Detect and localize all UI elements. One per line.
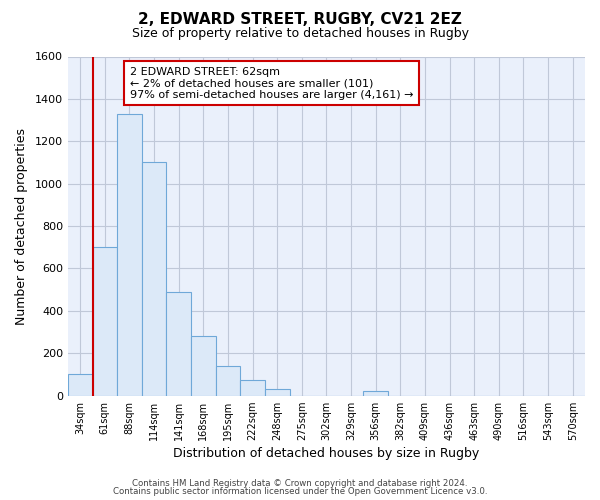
Bar [265, 390, 290, 396]
Bar [240, 380, 265, 396]
Text: 2, EDWARD STREET, RUGBY, CV21 2EZ: 2, EDWARD STREET, RUGBY, CV21 2EZ [138, 12, 462, 28]
Text: 2 EDWARD STREET: 62sqm
← 2% of detached houses are smaller (101)
97% of semi-det: 2 EDWARD STREET: 62sqm ← 2% of detached … [130, 66, 413, 100]
Bar [166, 292, 191, 396]
Bar [142, 162, 166, 396]
Text: Contains HM Land Registry data © Crown copyright and database right 2024.: Contains HM Land Registry data © Crown c… [132, 478, 468, 488]
Bar [68, 374, 92, 396]
Bar [364, 392, 388, 396]
Text: Contains public sector information licensed under the Open Government Licence v3: Contains public sector information licen… [113, 487, 487, 496]
Bar [191, 336, 215, 396]
Bar [92, 248, 117, 396]
Bar [215, 366, 240, 396]
X-axis label: Distribution of detached houses by size in Rugby: Distribution of detached houses by size … [173, 447, 479, 460]
Bar [117, 114, 142, 396]
Y-axis label: Number of detached properties: Number of detached properties [15, 128, 28, 324]
Text: Size of property relative to detached houses in Rugby: Size of property relative to detached ho… [131, 28, 469, 40]
